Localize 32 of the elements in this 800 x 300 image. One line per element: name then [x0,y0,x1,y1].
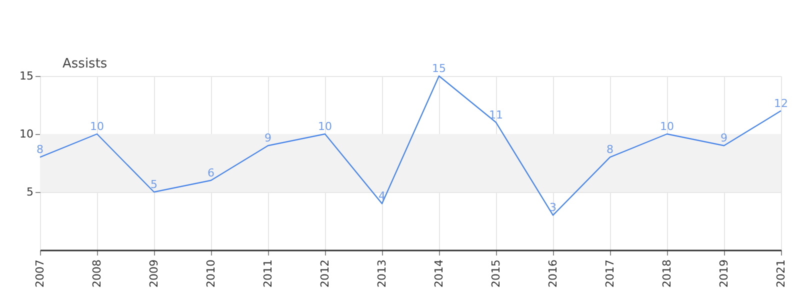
x-tick-label: 2007 [34,260,46,288]
data-label: 5 [150,178,158,191]
x-tick-label: 2021 [774,260,788,288]
x-tick-label: 2010 [204,260,218,288]
x-tick-label: 2016 [546,260,560,288]
y-tick-label: 10 [20,128,34,140]
data-label: 15 [432,62,446,75]
data-label: 11 [489,108,503,122]
data-label: 10 [318,120,332,133]
x-tick-label: 2018 [660,260,674,288]
data-label: 9 [720,132,728,145]
x-tick-label: 2019 [718,260,730,288]
x-tick-label: 2015 [490,260,502,288]
y-tick-label: 5 [26,186,34,198]
x-tick-label: 2012 [318,260,332,288]
x-tick-label: 2017 [604,260,616,288]
x-tick-label: 2008 [90,260,104,288]
data-label: 9 [264,132,272,145]
data-label: 3 [550,201,556,214]
data-label: 10 [90,120,104,133]
x-tick-label: 2009 [148,260,160,288]
data-label: 10 [660,120,674,133]
data-label: 8 [36,143,44,156]
data-label: 12 [774,96,788,110]
x-tick-label: 2013 [376,260,388,288]
y-tick-label: 15 [20,70,34,82]
data-label: 8 [606,143,614,156]
x-tick-label: 2014 [432,260,446,288]
x-tick-label: 2011 [262,260,274,288]
y-axis-title: Assists [62,56,108,72]
data-label: 6 [208,166,214,180]
data-label: 4 [378,190,386,203]
